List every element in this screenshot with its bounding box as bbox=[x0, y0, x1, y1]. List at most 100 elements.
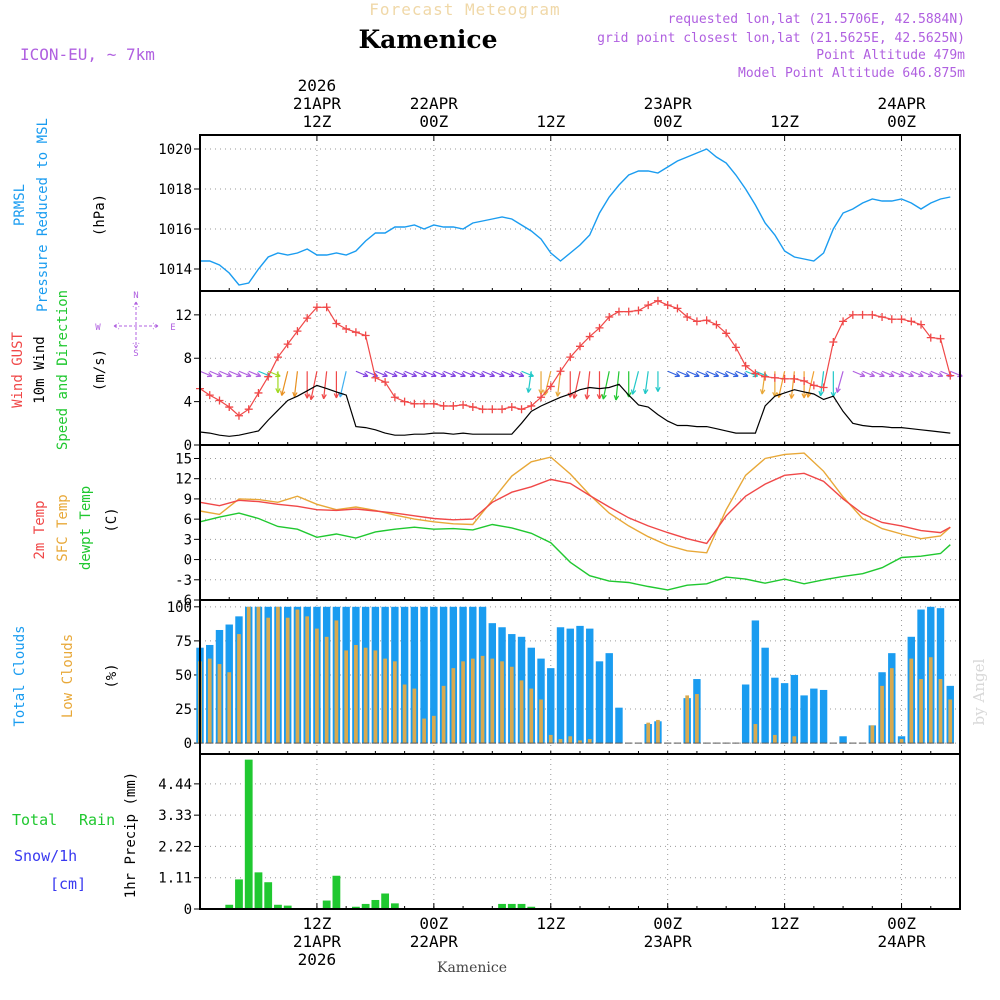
total-cloud-bar bbox=[586, 628, 594, 744]
gust-marker bbox=[429, 399, 438, 408]
wind-arrow bbox=[901, 370, 914, 377]
wind-arrowhead bbox=[723, 372, 729, 378]
wind-arrow bbox=[199, 370, 213, 377]
wind-arrow bbox=[696, 370, 710, 377]
rain-bar bbox=[381, 893, 390, 909]
gust-marker bbox=[381, 378, 390, 387]
total-cloud-bar bbox=[605, 653, 613, 744]
gust-marker bbox=[858, 310, 867, 319]
gust-marker bbox=[790, 374, 799, 383]
time-label-top: 00Z bbox=[419, 112, 448, 131]
gust-marker bbox=[361, 331, 370, 340]
wind-arrow bbox=[404, 370, 417, 377]
wind-arrow bbox=[229, 370, 242, 377]
low-cloud-bar bbox=[422, 718, 426, 744]
rain-bar bbox=[361, 903, 370, 909]
wind-arrow bbox=[615, 371, 620, 401]
sfc-temp-line bbox=[199, 452, 951, 554]
gust-marker bbox=[410, 399, 419, 408]
wind-arrowhead bbox=[869, 372, 876, 378]
gust-marker bbox=[273, 353, 282, 362]
wind-arrow bbox=[293, 371, 299, 397]
rain-bar bbox=[371, 899, 380, 909]
time-label-top: 21APR bbox=[293, 94, 342, 113]
gust-marker bbox=[673, 304, 682, 313]
wind-arrow bbox=[310, 371, 318, 400]
wind-arrowhead bbox=[236, 372, 242, 378]
low-cloud-bar bbox=[227, 672, 232, 744]
gust-marker bbox=[741, 361, 750, 370]
wind-arrowhead bbox=[526, 387, 532, 393]
wind-arrow bbox=[819, 371, 825, 396]
wind-arrow bbox=[323, 371, 328, 399]
low-cloud-bar bbox=[266, 617, 271, 744]
time-label-bottom: 12Z bbox=[536, 914, 565, 933]
low-cloud-bar bbox=[207, 658, 212, 744]
wind-arrowhead bbox=[613, 395, 620, 401]
low-cloud-bar bbox=[324, 636, 329, 744]
gust-marker bbox=[761, 372, 770, 381]
low-cloud-bar bbox=[383, 658, 387, 744]
y-tick-label: 12 bbox=[175, 308, 192, 324]
gust-marker bbox=[683, 313, 692, 322]
wind-arrow bbox=[586, 371, 591, 400]
total-cloud-bar bbox=[780, 683, 789, 744]
gust-marker bbox=[712, 320, 721, 329]
low-cloud-bar bbox=[928, 657, 933, 744]
y-tick-label: 3.33 bbox=[158, 808, 192, 824]
wind-arrow bbox=[836, 371, 844, 393]
wind-arrow bbox=[631, 371, 640, 395]
time-label-top: 24APR bbox=[877, 94, 926, 113]
low-cloud-bar bbox=[441, 685, 446, 744]
gust-marker bbox=[751, 369, 760, 378]
total-cloud-bar bbox=[400, 606, 409, 744]
wind-arrow bbox=[920, 370, 934, 377]
time-label-top: 22APR bbox=[410, 94, 459, 113]
gust-marker bbox=[244, 405, 253, 414]
wind-arrow bbox=[521, 370, 534, 377]
y-tick-label: 25 bbox=[175, 702, 192, 718]
wind-arrowhead bbox=[431, 372, 437, 378]
low-cloud-bar bbox=[480, 655, 485, 744]
y-tick-label: 1.11 bbox=[158, 871, 192, 887]
wind-arrowhead bbox=[280, 390, 286, 396]
gust-marker bbox=[634, 306, 643, 315]
gust-marker bbox=[819, 383, 828, 392]
chart-subtitle: Forecast Meteogram bbox=[369, 0, 560, 19]
wind-unit: (m/s) bbox=[92, 349, 108, 391]
low-cloud-bar bbox=[685, 695, 690, 744]
wind-arrow bbox=[281, 371, 289, 396]
gust-marker bbox=[517, 405, 526, 414]
wind-arrow bbox=[443, 370, 456, 377]
gust-marker bbox=[907, 317, 916, 326]
time-label-top: 12Z bbox=[770, 112, 799, 131]
wind-arrowhead bbox=[818, 390, 824, 397]
wind-arrowhead bbox=[713, 372, 720, 378]
gust-marker bbox=[566, 353, 575, 362]
low-cloud-bar bbox=[470, 658, 475, 744]
temp-label-3: dewpt Temp bbox=[78, 486, 94, 570]
wind-arrow bbox=[644, 371, 649, 394]
low-cloud-bar bbox=[938, 679, 943, 744]
time-label-bottom: 24APR bbox=[877, 932, 926, 951]
low-cloud-bar bbox=[656, 719, 660, 744]
total-cloud-bar bbox=[430, 606, 438, 744]
wind-arrowhead bbox=[572, 393, 578, 399]
total-cloud-bar bbox=[917, 609, 925, 744]
gust-marker bbox=[692, 317, 701, 326]
model-altitude: Model Point Altitude 646.875m bbox=[738, 66, 965, 81]
time-label-bottom: 00Z bbox=[419, 914, 448, 933]
low-cloud-bar bbox=[373, 650, 378, 744]
wind-arrowhead bbox=[499, 372, 505, 378]
y-tick-label: 50 bbox=[175, 668, 192, 684]
low-cloud-bar bbox=[285, 617, 290, 744]
wind-arrowhead bbox=[275, 388, 281, 394]
panel-frame bbox=[199, 134, 961, 292]
rain-bar bbox=[332, 875, 341, 909]
wind-arrowhead bbox=[584, 394, 590, 400]
wind-arrow bbox=[339, 371, 347, 398]
y-tick-label: 0 bbox=[184, 902, 192, 918]
wind-arrow bbox=[511, 370, 525, 377]
rain-bar bbox=[264, 882, 273, 909]
gust-marker bbox=[264, 372, 273, 381]
